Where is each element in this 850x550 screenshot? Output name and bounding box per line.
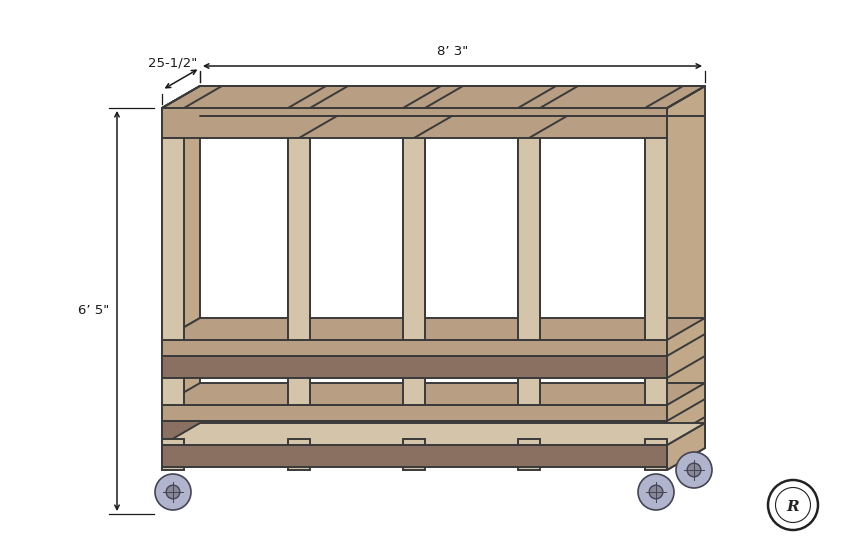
Polygon shape (162, 378, 184, 405)
Circle shape (166, 485, 180, 499)
Polygon shape (645, 439, 667, 445)
Polygon shape (162, 108, 667, 470)
Circle shape (768, 480, 818, 530)
Polygon shape (518, 138, 540, 340)
Polygon shape (288, 138, 310, 340)
Polygon shape (162, 318, 705, 340)
Circle shape (676, 452, 712, 488)
Polygon shape (288, 138, 310, 470)
Text: 8’ 3": 8’ 3" (437, 45, 468, 58)
Polygon shape (403, 138, 425, 470)
Polygon shape (162, 138, 184, 340)
Polygon shape (645, 378, 667, 405)
Polygon shape (162, 439, 184, 445)
Polygon shape (288, 378, 310, 405)
Polygon shape (162, 421, 667, 439)
Polygon shape (162, 445, 667, 467)
Polygon shape (288, 439, 310, 445)
Circle shape (155, 474, 191, 510)
Polygon shape (667, 334, 705, 378)
Polygon shape (162, 383, 705, 405)
Polygon shape (403, 378, 425, 405)
Circle shape (649, 485, 663, 499)
Polygon shape (162, 86, 705, 108)
Circle shape (775, 487, 811, 522)
Polygon shape (403, 138, 425, 340)
Polygon shape (162, 86, 200, 470)
Circle shape (687, 463, 701, 477)
Polygon shape (645, 108, 667, 470)
Text: R: R (787, 500, 799, 514)
Polygon shape (645, 138, 667, 340)
Polygon shape (162, 108, 184, 470)
Polygon shape (162, 405, 667, 421)
Polygon shape (518, 138, 540, 470)
Polygon shape (162, 318, 200, 378)
Circle shape (638, 474, 674, 510)
Polygon shape (162, 423, 705, 445)
Polygon shape (162, 108, 667, 138)
Polygon shape (518, 439, 540, 445)
Polygon shape (667, 423, 705, 470)
Text: 6’ 5": 6’ 5" (77, 305, 109, 317)
Polygon shape (667, 399, 705, 439)
Polygon shape (518, 378, 540, 405)
Polygon shape (403, 439, 425, 445)
Text: 25-1/2": 25-1/2" (149, 56, 197, 69)
Polygon shape (162, 86, 705, 108)
Polygon shape (162, 356, 667, 378)
Polygon shape (162, 340, 667, 356)
Polygon shape (667, 86, 705, 470)
